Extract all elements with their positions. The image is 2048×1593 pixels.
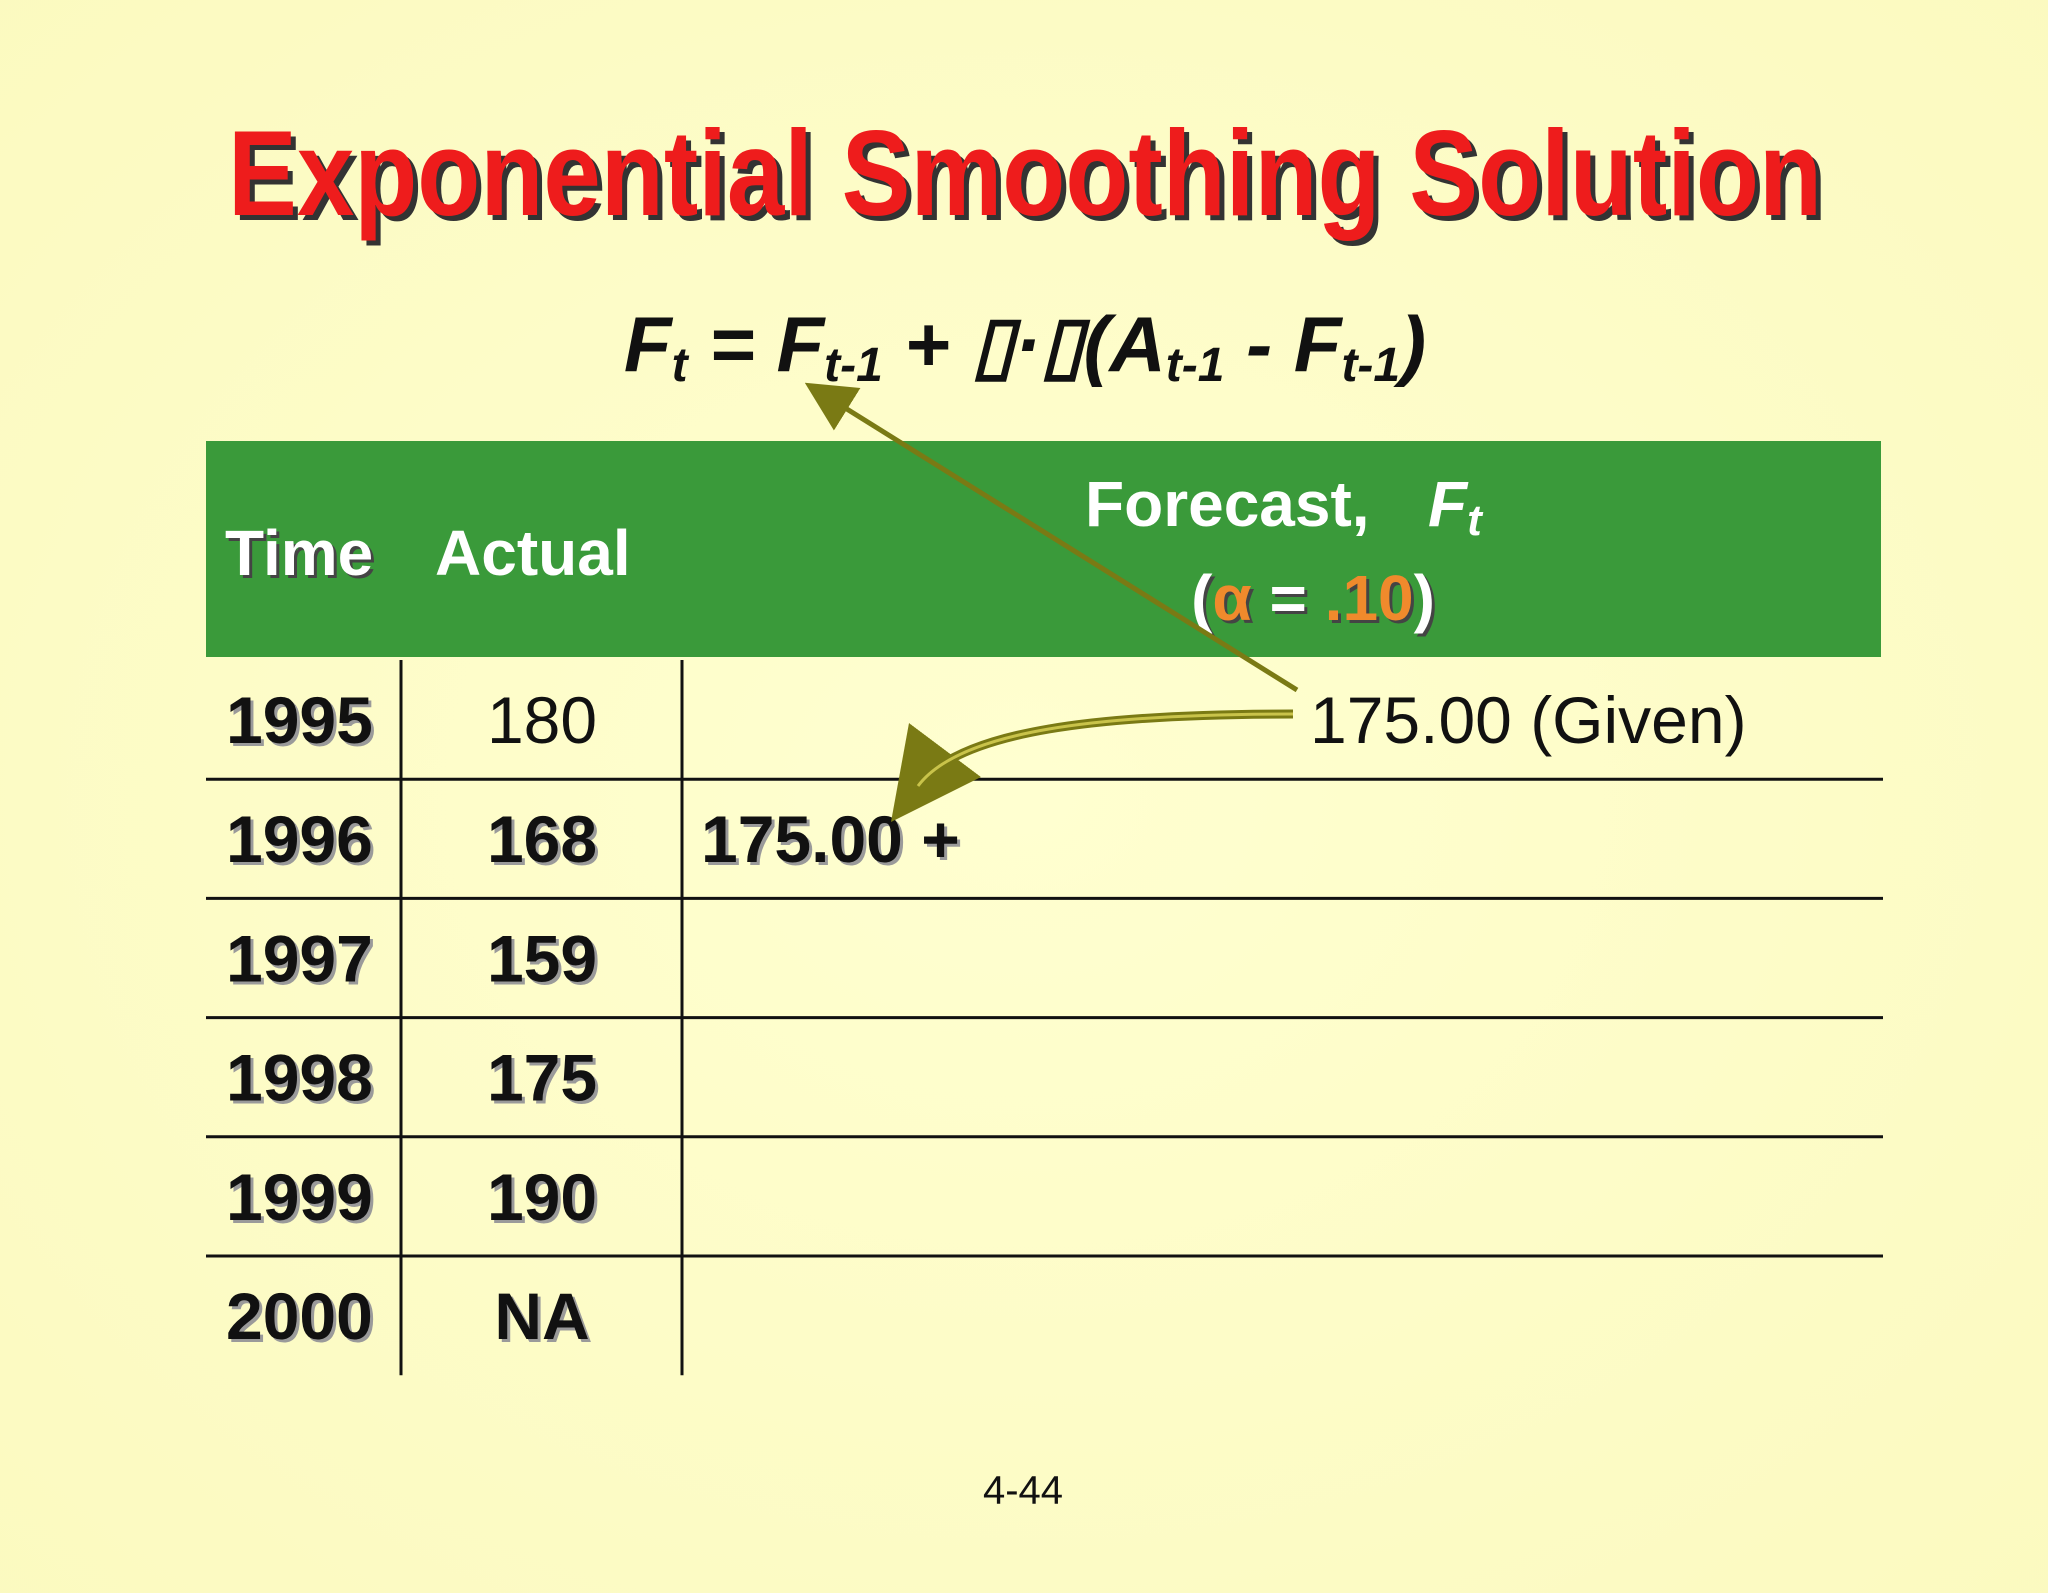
formula-subscript: t bbox=[672, 339, 690, 392]
formula-part: - F bbox=[1224, 300, 1343, 388]
alpha-part: ) bbox=[1414, 562, 1435, 634]
time-cell: 1999 bbox=[226, 1160, 373, 1234]
formula-part: F bbox=[624, 300, 674, 388]
table-header bbox=[206, 441, 1881, 657]
forecast-cell: 175.00 (Given) bbox=[1310, 683, 1747, 757]
forecast-subscript: t bbox=[1467, 496, 1484, 545]
alpha-part: .10 bbox=[1325, 562, 1414, 634]
actual-cell: 190 bbox=[487, 1160, 597, 1234]
formula-subscript: t-1 bbox=[1166, 339, 1225, 392]
actual-cell: 159 bbox=[487, 921, 597, 995]
formula: Ft = Ft-1 + ▯·▯(At-1 - Ft-1) bbox=[624, 300, 1426, 392]
header-time: Time bbox=[225, 517, 373, 589]
formula-part: + ▯·▯(A bbox=[883, 300, 1166, 388]
time-cell: 1997 bbox=[226, 921, 373, 995]
actual-cell: 175 bbox=[487, 1041, 597, 1115]
formula-subscript: t-1 bbox=[1341, 339, 1400, 392]
actual-cell: NA bbox=[494, 1279, 589, 1353]
time-cell: 1995 bbox=[226, 683, 373, 757]
time-cell: 2000 bbox=[226, 1279, 373, 1353]
actual-cell: 168 bbox=[487, 802, 597, 876]
alpha-part: = bbox=[1252, 562, 1325, 634]
alpha-part: α bbox=[1212, 562, 1251, 634]
arrow bbox=[804, 382, 1299, 693]
header-actual: Actual bbox=[435, 517, 631, 589]
header-forecast: Forecast, Ft bbox=[1085, 468, 1484, 545]
table-lines bbox=[206, 660, 1883, 1376]
time-cell: 1996 bbox=[226, 802, 373, 876]
forecast-cell: 175.00 + bbox=[701, 802, 960, 876]
formula-subscript: t-1 bbox=[824, 339, 883, 392]
page-number: 4-44 bbox=[983, 1469, 1063, 1513]
forecast-symbol: F bbox=[1428, 468, 1469, 540]
forecast-label: Forecast, bbox=[1085, 468, 1370, 540]
formula-part: = F bbox=[688, 300, 827, 388]
alpha-part: ( bbox=[1191, 562, 1213, 634]
time-cell: 1998 bbox=[226, 1041, 373, 1115]
slide-title: Exponential Smoothing Solution bbox=[228, 105, 1822, 241]
header-alpha: (α = .10) bbox=[1191, 562, 1435, 634]
actual-cell: 180 bbox=[487, 683, 597, 757]
table-body: 1995 180 175.00 (Given) 1996 168 175.00 + 1997… bbox=[226, 683, 1747, 1353]
curved-arrow-highlight bbox=[916, 712, 1294, 787]
